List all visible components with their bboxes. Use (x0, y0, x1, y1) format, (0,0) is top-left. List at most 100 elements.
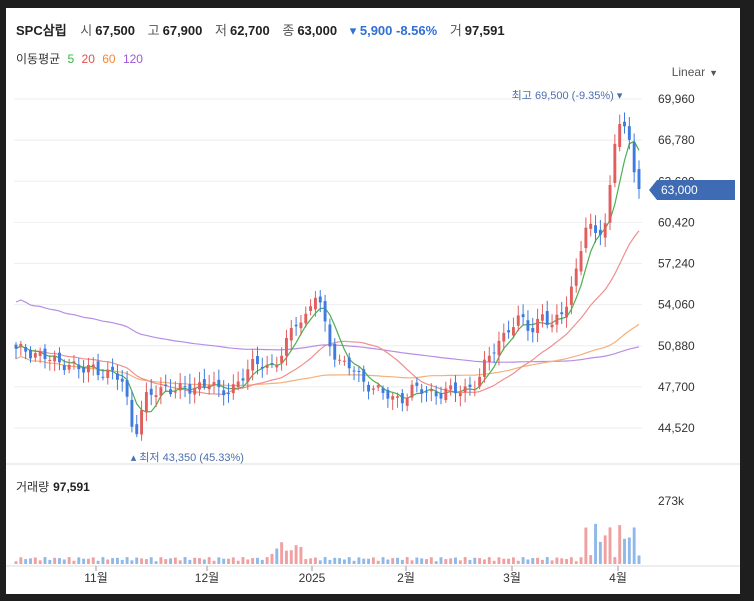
low-value: 62,700 (229, 23, 270, 38)
volume-bar (53, 557, 57, 564)
volume-bar (202, 559, 206, 564)
ma-120[interactable]: 120 (122, 52, 143, 66)
candle-body (521, 314, 525, 318)
y-tick-label: 66,780 (658, 133, 695, 147)
candle-body (236, 381, 240, 387)
candle-body (531, 327, 535, 333)
scale-dropdown[interactable]: Linear ▼ (672, 65, 718, 79)
volume-bar (516, 560, 520, 564)
volume-bar (275, 548, 279, 564)
candle-body (323, 301, 327, 322)
volume-bar (58, 558, 61, 564)
candle-body (405, 397, 409, 406)
candle-body (77, 364, 81, 370)
volume-bar (169, 558, 172, 564)
ma-legend[interactable]: 이동평균 5 20 60 120 (16, 50, 143, 67)
ma-60[interactable]: 60 (102, 52, 116, 66)
candle-body (507, 330, 511, 333)
candle-body (608, 185, 612, 223)
candle-body (285, 338, 288, 356)
candle-body (598, 229, 602, 235)
volume-bar (367, 558, 370, 564)
volume-bar (623, 538, 626, 564)
ma-20[interactable]: 20 (81, 52, 95, 66)
volume-bar (468, 559, 472, 564)
candle-body (304, 313, 308, 324)
candle-body (309, 306, 313, 311)
candle-body (72, 361, 76, 363)
volume-bar (77, 557, 81, 564)
candle-body (487, 355, 491, 362)
volume-title-label: 거래량 (16, 480, 50, 494)
volume-bar (579, 557, 583, 564)
open-label: 시 (80, 23, 93, 38)
volume-bar (43, 557, 47, 564)
candle-body (560, 312, 564, 315)
volume-bar (231, 557, 235, 564)
candle-body (589, 223, 593, 229)
high-label: 고 (147, 23, 160, 38)
volume-bar (487, 557, 491, 564)
candle-body (613, 143, 617, 183)
low-label: 저 (215, 23, 227, 38)
volume-bar (183, 557, 187, 564)
ma-20-line (15, 230, 640, 395)
candle-body (318, 296, 322, 303)
candle-body (483, 359, 486, 377)
candle-body (342, 360, 346, 362)
volume-bar (507, 558, 511, 564)
candle-body (473, 389, 477, 391)
candle-body (246, 369, 250, 382)
candle-body (231, 384, 235, 394)
volume-bar (439, 557, 443, 564)
candle-body (270, 363, 274, 365)
candle-body (251, 359, 255, 371)
volume-bar (347, 557, 351, 564)
volume-bar (323, 557, 327, 564)
candle-body (569, 286, 573, 305)
volume-bar (371, 557, 375, 564)
volume-bar (405, 557, 409, 564)
candle-body (362, 369, 366, 382)
ma-5[interactable]: 5 (67, 52, 75, 66)
candle-body (212, 382, 216, 386)
candlestick-chart[interactable]: 69,96066,78063,60060,42057,24054,06050,8… (6, 8, 740, 594)
volume-bar (391, 558, 395, 564)
candle-body (33, 353, 37, 358)
price-header: SPC삼립 시 67,500 고 67,900 저 62,700 종 63,000 ▾ … (16, 20, 514, 39)
volume-bar (120, 559, 124, 564)
candle-body (391, 396, 395, 400)
volume-bar (19, 557, 23, 564)
candle-body (637, 169, 641, 190)
candle-body (96, 361, 100, 376)
volume-bar (333, 557, 337, 564)
candle-body (227, 393, 230, 395)
volume-bar (309, 558, 313, 564)
volume-bar (396, 557, 399, 564)
candle-body (62, 365, 66, 371)
close-label: 종 (282, 23, 295, 38)
candle-body (463, 386, 467, 393)
candle-body (623, 121, 626, 127)
candle-body (154, 395, 158, 398)
max-annotation: 최고 69,500 (-9.35%) ▾ (512, 89, 623, 102)
volume-bar (526, 559, 530, 564)
volume-bar (338, 558, 342, 564)
volume-bar (637, 555, 641, 564)
volume-bar (106, 559, 110, 564)
candle-body (111, 366, 115, 371)
open-value: 67,500 (95, 23, 136, 38)
candle-body (444, 388, 448, 401)
volume-bar (627, 537, 631, 564)
volume-bar (217, 557, 221, 564)
x-tick-label: 3월 (503, 571, 521, 585)
candle-body (396, 396, 399, 398)
volume-bar (410, 560, 414, 564)
candle-body (594, 225, 597, 233)
volume-value: 97,591 (464, 23, 505, 38)
candle-body (159, 387, 163, 396)
volume-bar (555, 557, 559, 564)
volume-bar (38, 560, 42, 564)
volume-bar (256, 557, 259, 564)
volume-bar (589, 555, 593, 564)
